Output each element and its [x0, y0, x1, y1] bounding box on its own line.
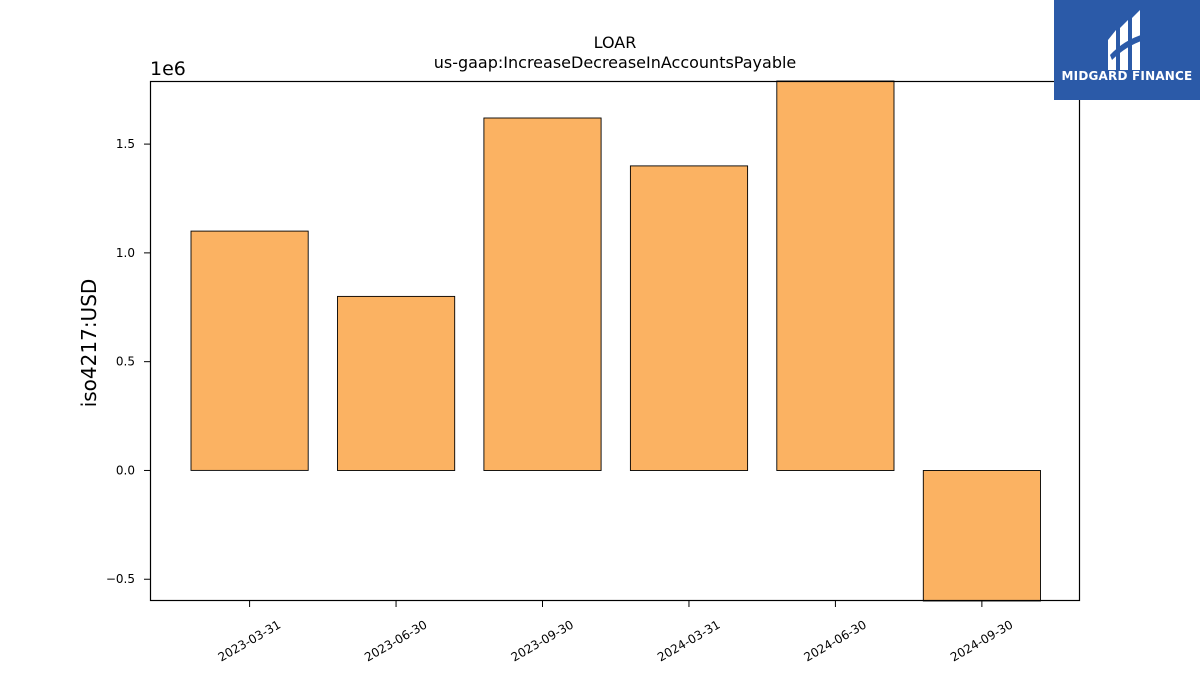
- logo-mark-icon: [1108, 10, 1144, 70]
- x-tick-label: 2023-09-30: [509, 617, 576, 664]
- x-tick-label: 2024-06-30: [802, 617, 869, 664]
- x-axis: 2023-03-31 2023-06-30 2023-09-30 2024-03-31…: [216, 601, 1015, 664]
- bar-2023-03-31: [190, 230, 309, 471]
- y-tick-label: 0.5: [116, 355, 135, 369]
- bar-2024-06-30: [776, 80, 895, 471]
- bar-2024-03-31: [629, 165, 749, 471]
- y-offset-label: 1e6: [150, 58, 186, 80]
- x-tick-label: 2024-03-31: [655, 617, 722, 664]
- brand-logo: MIDGARD FINANCE: [1054, 0, 1200, 100]
- y-tick-label: 0.0: [116, 463, 135, 477]
- chart-title: LOAR: [594, 33, 637, 52]
- x-tick-label: 2023-06-30: [362, 617, 429, 664]
- logo-text: MIDGARD FINANCE: [1061, 69, 1193, 83]
- bar-2024-09-30: [922, 470, 1041, 602]
- y-axis: −0.5 0.0 0.5 1.0 1.5: [106, 137, 150, 586]
- y-axis-label: iso4217:USD: [77, 279, 101, 408]
- plot-frame: [149, 80, 1081, 602]
- x-tick-label: 2023-03-31: [216, 617, 283, 664]
- bars-group: [190, 80, 1041, 602]
- chart-subtitle: us-gaap:IncreaseDecreaseInAccountsPayabl…: [434, 53, 797, 72]
- bar-2023-09-30: [483, 117, 602, 471]
- y-tick-label: 1.5: [116, 137, 135, 151]
- y-tick-label: 1.0: [116, 246, 135, 260]
- x-tick-label: 2024-09-30: [948, 617, 1015, 664]
- bar-2023-06-30: [337, 295, 456, 471]
- y-tick-label: −0.5: [106, 572, 135, 586]
